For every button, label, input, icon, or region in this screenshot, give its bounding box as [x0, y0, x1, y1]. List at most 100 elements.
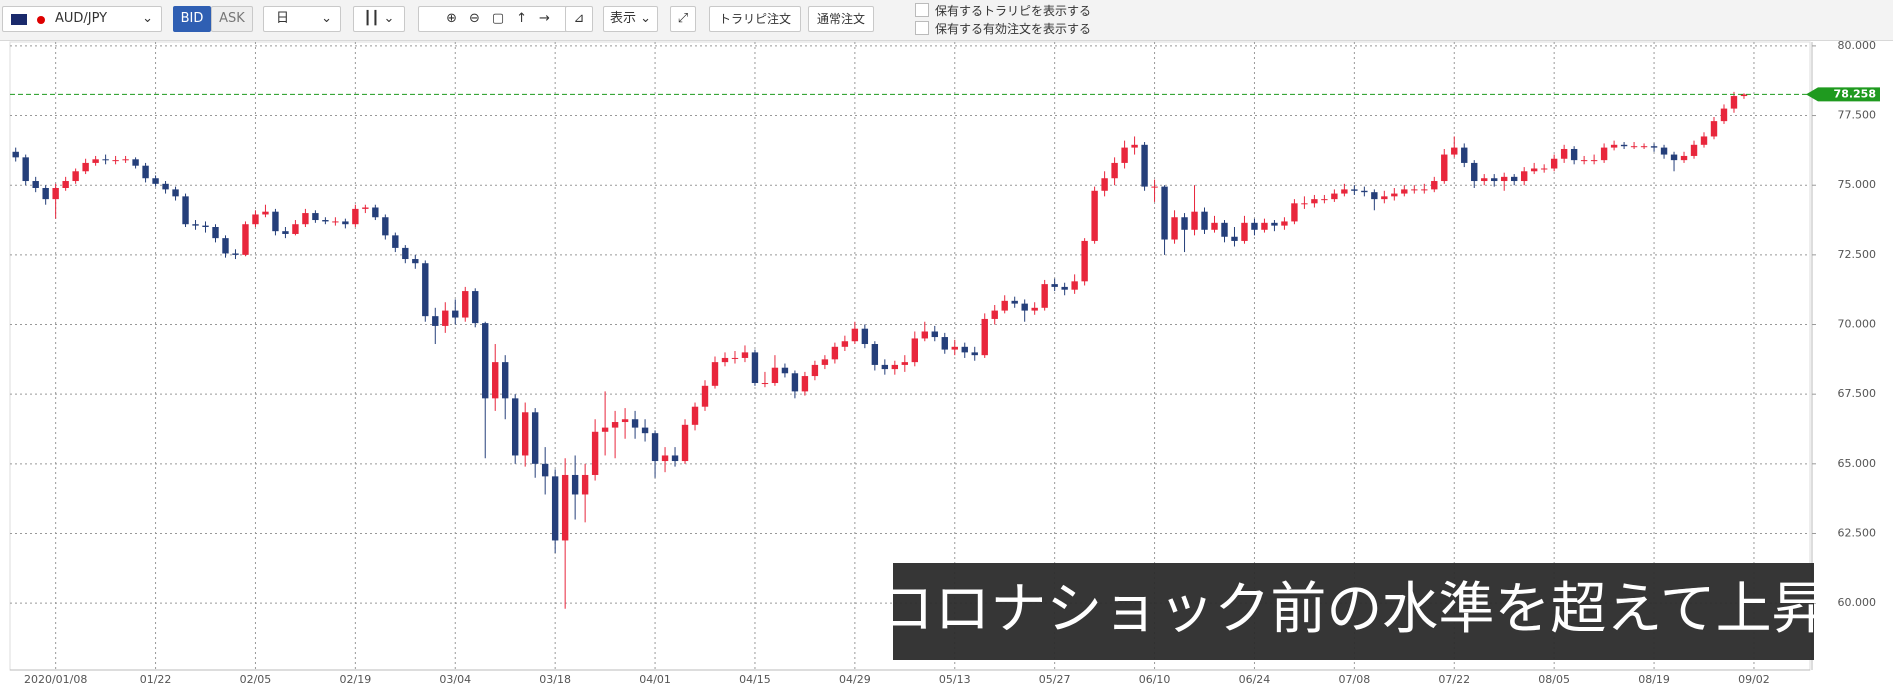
x-tick-label: 08/19 [1638, 673, 1670, 686]
candle-body [841, 341, 849, 347]
x-tick-label: 04/29 [839, 673, 871, 686]
caption: コロナショック前の水準を超えて上昇 [878, 577, 1827, 642]
candle-body [1041, 284, 1048, 308]
x-tick-label: 03/04 [439, 673, 471, 686]
x-tick-label: 04/15 [739, 673, 771, 686]
candle-body [372, 207, 379, 218]
candle-body [801, 376, 809, 392]
candle-body [132, 159, 139, 166]
candle-body [631, 419, 639, 428]
candle-body [1481, 178, 1488, 182]
candle-body [791, 373, 799, 392]
candle-body [152, 178, 159, 184]
candle-body [941, 337, 948, 350]
candle-body [1550, 158, 1558, 169]
x-tick-label: 01/22 [140, 673, 172, 686]
y-tick-label: 80.000 [1838, 39, 1877, 52]
candle-body [601, 427, 609, 432]
indicator-button[interactable]: ⊿ [565, 6, 593, 32]
candle-body [881, 364, 889, 370]
x-tick-label: 07/08 [1339, 673, 1371, 686]
candle-body [342, 221, 349, 225]
candle-body [402, 247, 409, 260]
candle-body [691, 406, 699, 425]
candle-body [1700, 136, 1708, 145]
candle-body [332, 221, 339, 223]
checkbox[interactable] [915, 21, 929, 35]
candle-body [232, 253, 239, 255]
bid-button[interactable]: BID [173, 6, 211, 32]
candle-body [831, 346, 839, 360]
x-tick-label: 03/18 [539, 673, 571, 686]
candle-body [62, 181, 69, 188]
trap-order-button[interactable]: トラリピ注文 [709, 6, 801, 32]
candle-body [891, 364, 899, 370]
candle-body [1361, 190, 1368, 193]
candle-body [192, 224, 199, 226]
candle-body [252, 214, 259, 225]
candle-body [1710, 121, 1718, 137]
pair-select[interactable]: AUD/JPY ⌄ [2, 6, 162, 32]
candle-body [781, 367, 789, 374]
candle-body [42, 187, 49, 200]
candle-body [162, 183, 169, 190]
x-tick-label: 2020/01/08 [24, 673, 87, 686]
candle-body [1401, 189, 1408, 194]
candle-body [1311, 199, 1318, 204]
candle-body [1051, 284, 1058, 287]
checkbox[interactable] [915, 3, 929, 17]
expand-button[interactable]: ⤢ [670, 6, 696, 32]
candle-body [651, 433, 659, 462]
checkbox-label: 保有する有効注文を表示する [935, 22, 1092, 36]
x-tick-label: 09/02 [1738, 673, 1770, 686]
toolbar: AUD/JPY ⌄ BID ASK 日 ⌄ ┃┃ ⌄ ⊕⊖▢↑→ ⊿ 表示 ⌄ ⤢… [0, 0, 1893, 41]
x-tick-label: 05/13 [939, 673, 971, 686]
candle-body [502, 362, 509, 399]
candle-body [1061, 286, 1068, 290]
candle-body [751, 352, 759, 384]
candle-body [1241, 222, 1248, 241]
candle-body [1520, 171, 1528, 182]
candle-body [1271, 222, 1278, 226]
display-select[interactable]: 表示 ⌄ [603, 6, 658, 32]
candle-body [1670, 154, 1678, 161]
x-tick-label: 06/10 [1139, 673, 1171, 686]
candle-body [761, 383, 769, 385]
last-price-label: 78.258 [1834, 87, 1876, 100]
dropdown-arrow: ⌄ [142, 11, 153, 26]
candle-body [731, 357, 739, 359]
candle-body [871, 344, 879, 365]
normal-order-button[interactable]: 通常注文 [808, 6, 874, 32]
candle-body [1630, 146, 1638, 148]
candle-body [1431, 181, 1438, 190]
candle-body [1081, 240, 1088, 282]
candle-body [1381, 196, 1388, 200]
candle-body [382, 217, 389, 236]
candle-body [981, 318, 988, 356]
candle-body [931, 331, 938, 338]
candle-body [1620, 144, 1628, 147]
candle-body [122, 159, 129, 161]
candle-body [671, 455, 679, 462]
y-tick-label: 77.500 [1838, 109, 1877, 122]
candle-body [1221, 222, 1228, 237]
zoom-tools[interactable]: ⊕⊖▢↑→ [418, 6, 590, 32]
candle-body [1131, 144, 1138, 148]
candle-body [1501, 176, 1508, 182]
candle-body [1461, 147, 1468, 163]
chart-type-select[interactable]: ┃┃ ⌄ [353, 6, 405, 32]
candle-body [212, 227, 219, 239]
candle-body [591, 431, 599, 475]
timeframe-select[interactable]: 日 ⌄ [263, 6, 341, 32]
candle-body [581, 474, 589, 495]
candle-body [661, 455, 669, 462]
candle-body [52, 187, 59, 200]
candle-body [811, 364, 819, 377]
candle-body [242, 224, 249, 255]
candle-body [1171, 217, 1178, 240]
candle-body [1740, 94, 1748, 97]
candle-body [1291, 203, 1298, 222]
candle-body [1301, 203, 1308, 205]
ask-button[interactable]: ASK [211, 6, 253, 32]
